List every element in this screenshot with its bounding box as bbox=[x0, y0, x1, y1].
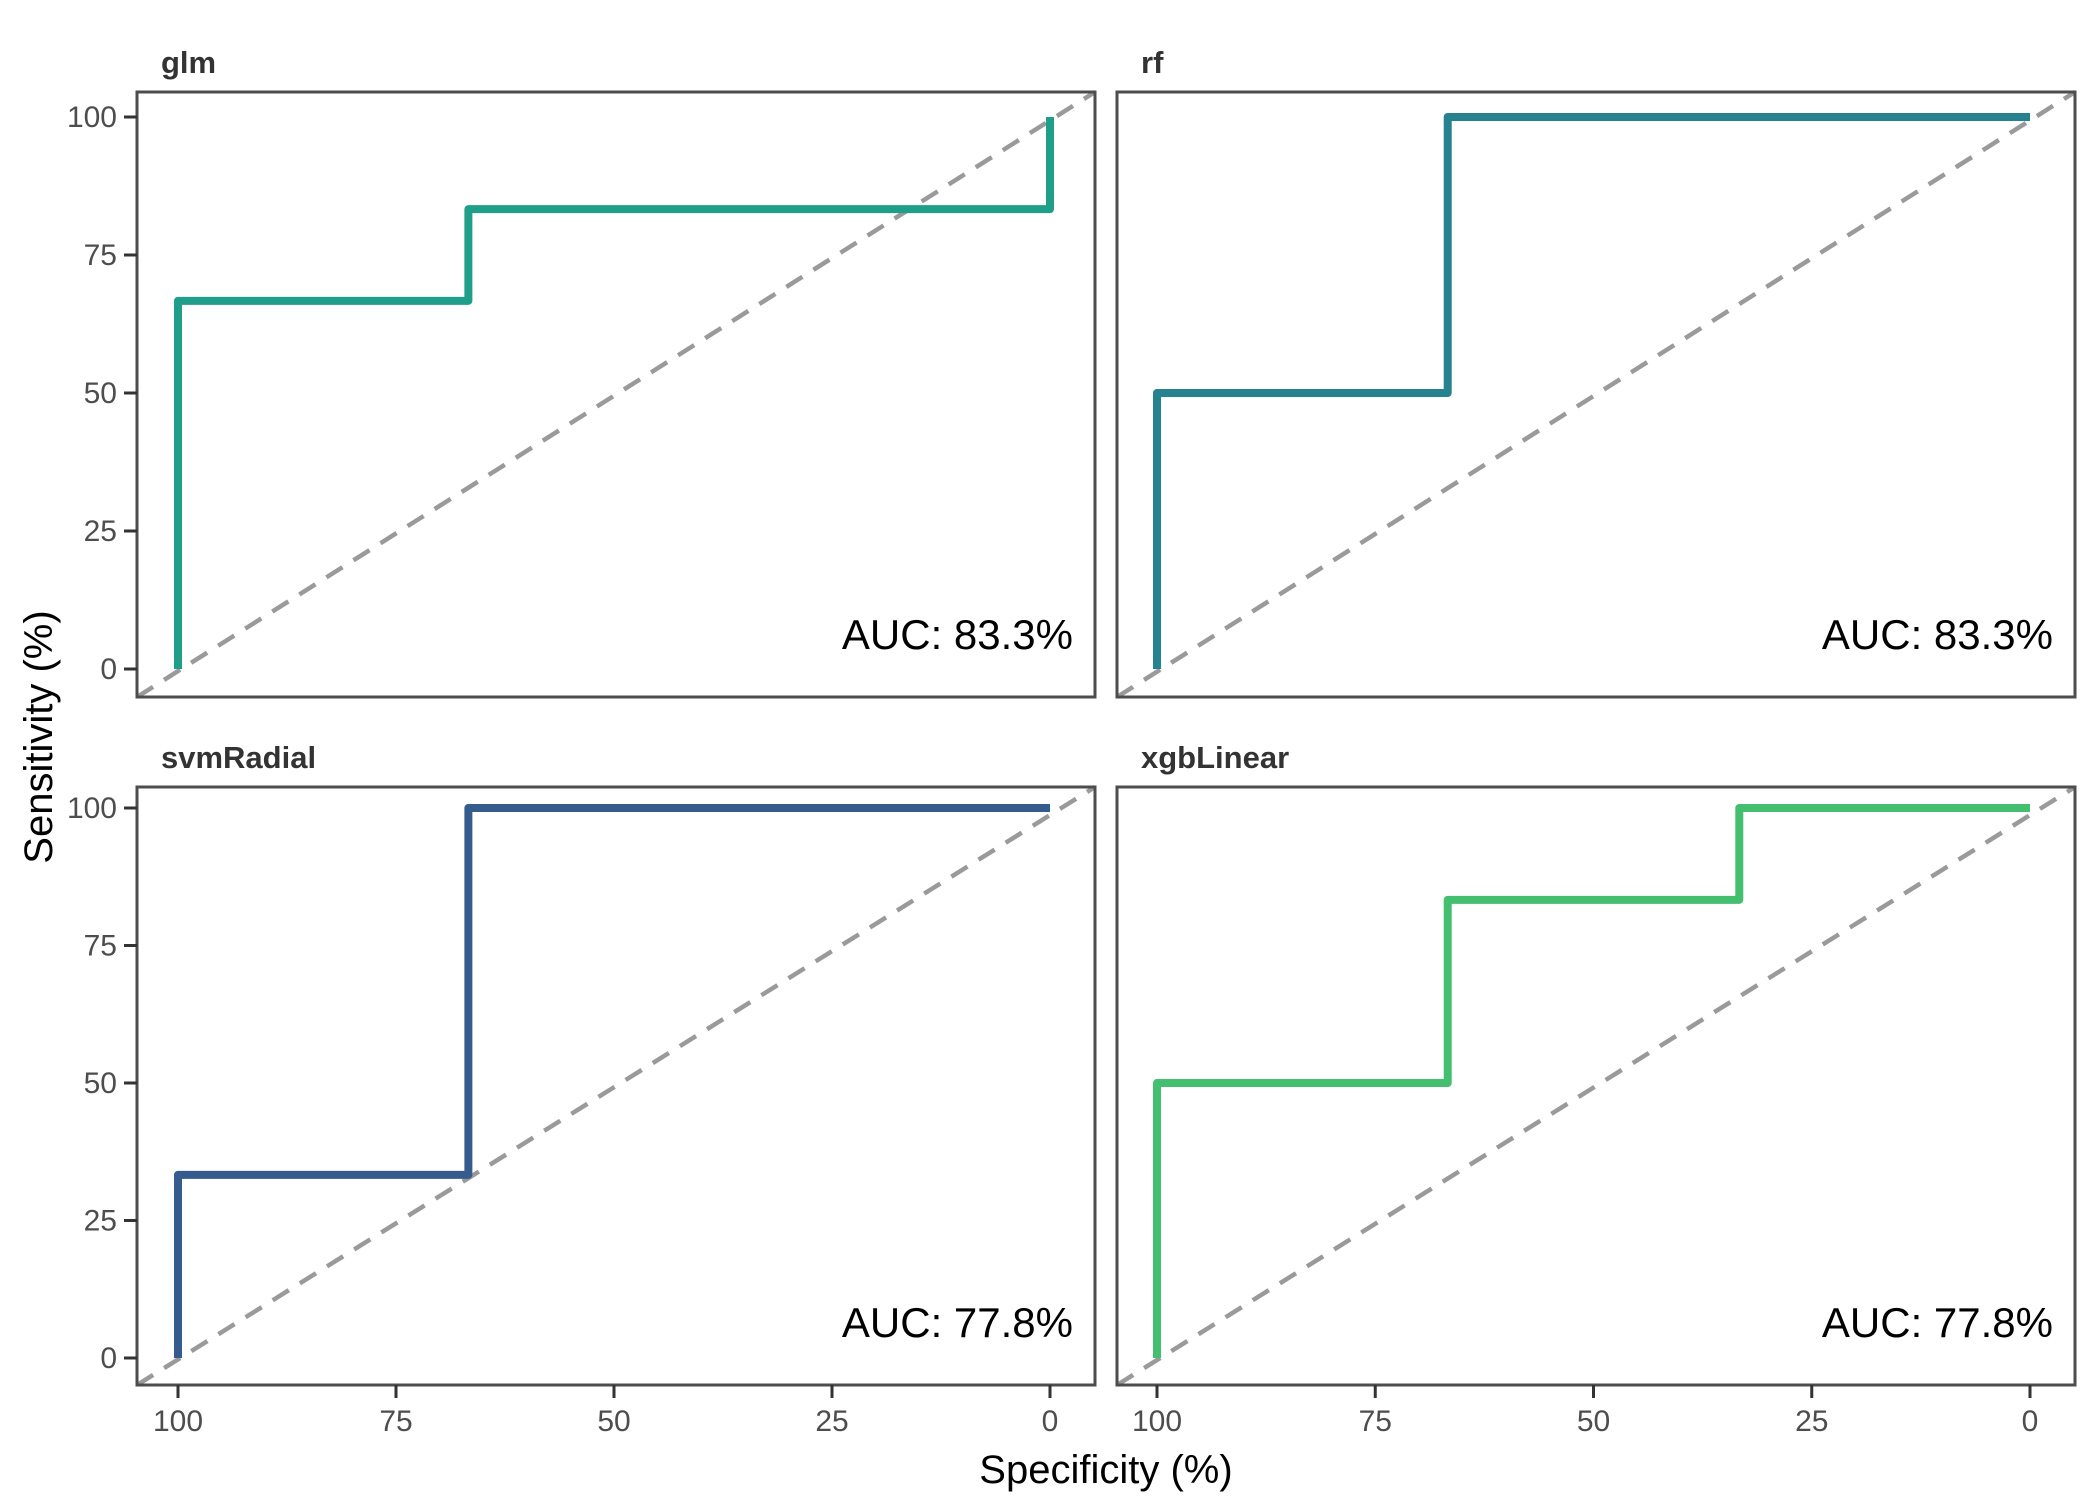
y-tick-label: 100 bbox=[67, 101, 117, 134]
y-tick-label: 0 bbox=[100, 1342, 117, 1375]
x-tick-label: 75 bbox=[379, 1405, 412, 1438]
reference-diagonal bbox=[1115, 90, 2077, 699]
y-tick-label: 25 bbox=[84, 1205, 117, 1238]
axis-ticks: 0 25 50 75 100 100 75 50 25 0 bbox=[67, 792, 1058, 1438]
x-tick-label: 25 bbox=[1795, 1405, 1828, 1438]
x-tick-label: 100 bbox=[153, 1405, 203, 1438]
axis-ticks: 100 75 50 25 0 bbox=[1132, 1385, 2038, 1438]
x-tick-label: 50 bbox=[597, 1405, 630, 1438]
panel-border bbox=[1115, 785, 2077, 1387]
auc-label: AUC: 77.8% bbox=[842, 1299, 1073, 1346]
y-tick-label: 0 bbox=[100, 653, 117, 686]
auc-label: AUC: 77.8% bbox=[1822, 1299, 2053, 1346]
axis-ticks: 0 25 50 75 100 bbox=[67, 101, 137, 686]
roc-curve-glm bbox=[174, 117, 1054, 669]
panel-border bbox=[135, 785, 1097, 1387]
x-tick-label: 0 bbox=[2022, 1405, 2039, 1438]
facet-panel-svmRadial: 0 25 50 75 100 100 75 50 25 0 svmRadial AUC: 77.8… bbox=[67, 740, 1097, 1438]
reference-diagonal bbox=[135, 785, 1097, 1387]
y-axis-title: Sensitivity (%) bbox=[17, 610, 61, 863]
x-tick-label: 75 bbox=[1359, 1405, 1392, 1438]
y-tick-label: 50 bbox=[84, 1067, 117, 1100]
x-tick-label: 50 bbox=[1577, 1405, 1610, 1438]
y-tick-label: 100 bbox=[67, 792, 117, 825]
x-tick-label: 25 bbox=[815, 1405, 848, 1438]
roc-curve-rf bbox=[1153, 113, 2030, 669]
auc-label: AUC: 83.3% bbox=[842, 611, 1073, 658]
facet-title: xgbLinear bbox=[1141, 740, 1289, 775]
facet-title: svmRadial bbox=[161, 740, 316, 775]
roc-curve-svmRadial bbox=[174, 804, 1050, 1358]
y-tick-label: 75 bbox=[84, 239, 117, 272]
facet-title: rf bbox=[1141, 45, 1164, 80]
auc-label: AUC: 83.3% bbox=[1822, 611, 2053, 658]
x-axis-title: Specificity (%) bbox=[979, 1448, 1232, 1492]
facet-panel-xgbLinear: 100 75 50 25 0 xgbLinear AUC: 77.8% bbox=[1115, 740, 2077, 1438]
y-tick-label: 75 bbox=[84, 930, 117, 963]
facet-panel-glm: 0 25 50 75 100 glm AUC: 83.3% bbox=[67, 45, 1097, 699]
reference-diagonal bbox=[1115, 785, 2077, 1387]
roc-curve-xgbLinear bbox=[1153, 804, 2030, 1358]
panel-border bbox=[1115, 90, 2077, 699]
facet-panel-rf: rf AUC: 83.3% bbox=[1115, 45, 2077, 699]
facet-title: glm bbox=[161, 45, 216, 80]
reference-diagonal bbox=[135, 90, 1097, 699]
y-tick-label: 25 bbox=[84, 515, 117, 548]
x-tick-label: 100 bbox=[1132, 1405, 1182, 1438]
x-tick-label: 0 bbox=[1042, 1405, 1059, 1438]
y-tick-label: 50 bbox=[84, 377, 117, 410]
